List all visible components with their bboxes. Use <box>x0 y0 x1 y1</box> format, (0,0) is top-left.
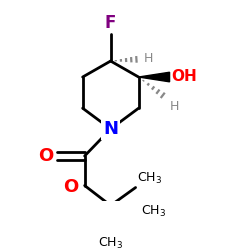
Text: CH$_3$: CH$_3$ <box>141 204 166 219</box>
Polygon shape <box>138 72 170 82</box>
Text: F: F <box>105 14 116 32</box>
Text: CH$_3$: CH$_3$ <box>98 236 123 250</box>
Text: N: N <box>103 120 118 138</box>
Text: O: O <box>38 147 53 165</box>
Text: OH: OH <box>172 68 197 84</box>
Text: H: H <box>144 52 153 64</box>
Text: O: O <box>64 178 79 196</box>
Text: CH$_3$: CH$_3$ <box>137 171 162 186</box>
Text: H: H <box>170 100 179 113</box>
